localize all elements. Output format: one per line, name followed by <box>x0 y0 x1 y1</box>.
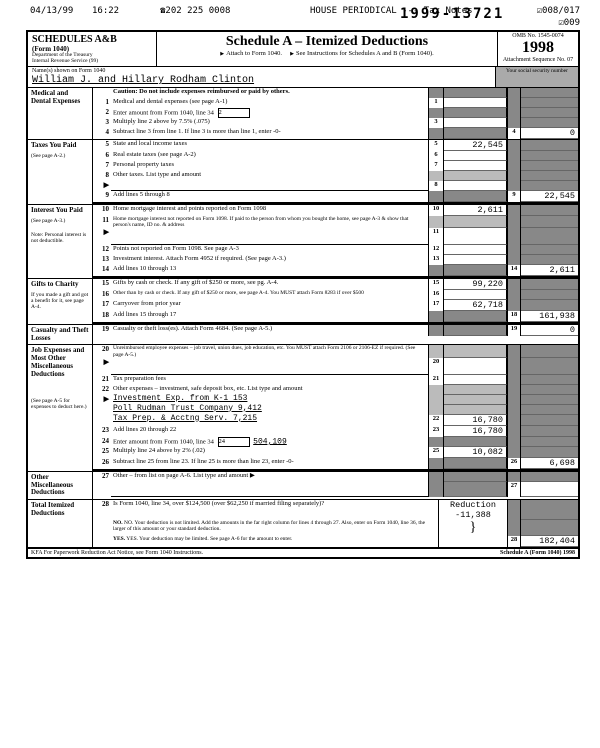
lines-taxes: 5State and local income taxes522,545 6Re… <box>92 140 578 204</box>
year: 1998 <box>499 39 577 57</box>
label-taxes: Taxes You Paid(See page A-2.) <box>28 140 92 204</box>
l11: Home mortgage interest not reported on F… <box>111 216 428 228</box>
v15: 99,220 <box>444 279 507 290</box>
l23: Add lines 20 through 22 <box>111 426 428 437</box>
name-row: Name(s) shown on Form 1040 William J. an… <box>28 67 578 88</box>
label-job: Job Expenses and Most Other Miscellaneou… <box>28 345 92 470</box>
main-title: Schedule A – Itemized Deductions <box>159 34 495 50</box>
v4: 0 <box>521 128 578 139</box>
v10: 2,611 <box>444 205 507 216</box>
label-medical: Medical and Dental Expenses <box>28 88 92 139</box>
fax-pages2: ☑009 <box>558 18 580 28</box>
l16: Other than by cash or check. If any gift… <box>111 290 428 300</box>
fax-phone: ☎202 225 0008 <box>160 6 230 16</box>
v26: 6,698 <box>521 458 578 469</box>
l25: Multiply line 24 above by 2% (.02) <box>111 447 428 458</box>
label-interest: Interest You Paid(See page A-3.)Note: Pe… <box>28 205 92 278</box>
fax-pages: ☑008/017 <box>537 6 580 16</box>
v9: 22,545 <box>521 191 578 202</box>
l26: Subtract line 25 from line 23. If line 2… <box>111 458 428 469</box>
schedule-label: SCHEDULES A&B <box>32 34 152 45</box>
section-other: Other Miscellaneous Deductions 27Other –… <box>28 472 578 500</box>
name-label: Name(s) shown on Form 1040 <box>32 68 491 74</box>
w3: Tax Prep. & Acctng Serv. 7,215 <box>111 415 428 426</box>
label-gifts: Gifts to CharityIf you made a gift and g… <box>28 279 92 324</box>
l3: Multiply line 2 above by 7.5% (.075) <box>111 118 428 128</box>
l4: Subtract line 3 from line 1. If line 3 i… <box>111 128 428 139</box>
name-value: William J. and Hillary Rodham Clinton <box>32 75 254 86</box>
v19: 0 <box>521 325 578 336</box>
l5: State and local income taxes <box>111 140 428 151</box>
l19: Casualty or theft loss(es). Attach Form … <box>111 325 428 336</box>
ssn-cell: Your social security number <box>495 67 578 87</box>
l9: Add lines 5 through 8 <box>111 191 428 202</box>
l10: Home mortgage interest and points report… <box>111 205 428 216</box>
form: SCHEDULES A&B (Form 1040) Department of … <box>26 30 580 559</box>
l28a: Is Form 1040, line 34, over $124,500 (ov… <box>111 500 438 520</box>
year-block: OMB No. 1545-0074 1998 Attachment Sequen… <box>497 32 578 66</box>
section-casualty: Casualty and Theft Losses 19Casualty or … <box>28 325 578 345</box>
l28yes: YES. YES. Your deduction may be limited.… <box>111 536 438 547</box>
v28: 182,404 <box>521 536 578 547</box>
l20: Unreimbursed employee expenses – job tra… <box>111 345 428 357</box>
l27: Other – from list on page A-6. List type… <box>111 472 428 482</box>
caution: Caution: Do not include expenses reimbur… <box>111 88 428 98</box>
l1: Medical and dental expenses (see page A-… <box>111 98 428 108</box>
title-block: SCHEDULES A&B (Form 1040) Department of … <box>28 32 157 66</box>
l24: Enter amount from Form 1040, line 34 24 … <box>111 437 428 447</box>
irs: Internal Revenue Service (99) <box>32 59 152 65</box>
section-taxes: Taxes You Paid(See page A-2.) 5State and… <box>28 140 578 205</box>
lines-medical: Caution: Do not include expenses reimbur… <box>92 88 578 139</box>
v5: 22,545 <box>444 140 507 151</box>
seq: Attachment Sequence No. 07 <box>499 57 577 63</box>
l13: Investment interest. Attach Form 4952 if… <box>111 255 428 265</box>
section-medical: Medical and Dental Expenses Caution: Do … <box>28 88 578 140</box>
reduction-block: Reduction -11,388 <box>438 500 507 520</box>
l21: Tax preparation fees <box>111 375 428 385</box>
l14: Add lines 10 through 13 <box>111 265 428 276</box>
l8: Other taxes. List type and amount <box>111 171 428 181</box>
section-interest: Interest You Paid(See page A-3.)Note: Pe… <box>28 205 578 279</box>
subtitle: Attach to Form 1040. See Instructions fo… <box>159 50 495 57</box>
name-cell: Name(s) shown on Form 1040 William J. an… <box>28 67 495 87</box>
footer-right: Schedule A (Form 1040) 1998 <box>500 550 575 556</box>
lines-other: 27Other – from list on page A-6. List ty… <box>92 472 578 499</box>
l17: Carryover from prior year <box>111 300 428 311</box>
l18: Add lines 15 through 17 <box>111 311 428 322</box>
v18: 161,938 <box>521 311 578 322</box>
lines-gifts: 15Gifts by cash or check. If any gift of… <box>92 279 578 324</box>
v23: 16,780 <box>444 426 507 437</box>
v22: 16,780 <box>444 415 507 426</box>
fax-stamp: 1999-13721 <box>400 6 504 22</box>
l28no: NO. NO. Your deduction is not limited. A… <box>111 520 438 536</box>
fax-time: 16:22 <box>92 6 119 16</box>
page: 04/13/99 16:22 ☎202 225 0008 HOUSE PERIO… <box>0 0 600 748</box>
section-total: Total Itemized Deductions 28Is Form 1040… <box>28 500 578 549</box>
label-total: Total Itemized Deductions <box>28 500 92 547</box>
l7: Personal property taxes <box>111 161 428 171</box>
l15: Gifts by cash or check. If any gift of $… <box>111 279 428 290</box>
lines-job: 20Unreimbursed employee expenses – job t… <box>92 345 578 470</box>
l12: Points not reported on Form 1098. See pa… <box>111 245 428 255</box>
v25: 10,082 <box>444 447 507 458</box>
lines-total: 28Is Form 1040, line 34, over $124,500 (… <box>92 500 578 547</box>
fax-date: 04/13/99 <box>30 6 73 16</box>
section-job: Job Expenses and Most Other Miscellaneou… <box>28 345 578 471</box>
lines-casualty: 19Casualty or theft loss(es). Attach For… <box>92 325 578 344</box>
l2: Enter amount from Form 1040, line 34 2 <box>111 108 428 118</box>
attach-text: Attach to Form 1040. <box>220 50 282 57</box>
footer: KFA For Paperwork Reduction Act Notice, … <box>28 549 578 557</box>
label-other: Other Miscellaneous Deductions <box>28 472 92 499</box>
section-gifts: Gifts to CharityIf you made a gift and g… <box>28 279 578 325</box>
center-title: Schedule A – Itemized Deductions Attach … <box>157 32 497 66</box>
footer-left: KFA For Paperwork Reduction Act Notice, … <box>31 550 203 556</box>
l6: Real estate taxes (see page A-2) <box>111 151 428 161</box>
see-text: See Instructions for Schedules A and B (… <box>290 50 434 57</box>
label-casualty: Casualty and Theft Losses <box>28 325 92 344</box>
v17: 62,718 <box>444 300 507 311</box>
form-header: SCHEDULES A&B (Form 1040) Department of … <box>28 32 578 67</box>
v14: 2,611 <box>521 265 578 276</box>
lines-interest: 10Home mortgage interest and points repo… <box>92 205 578 278</box>
